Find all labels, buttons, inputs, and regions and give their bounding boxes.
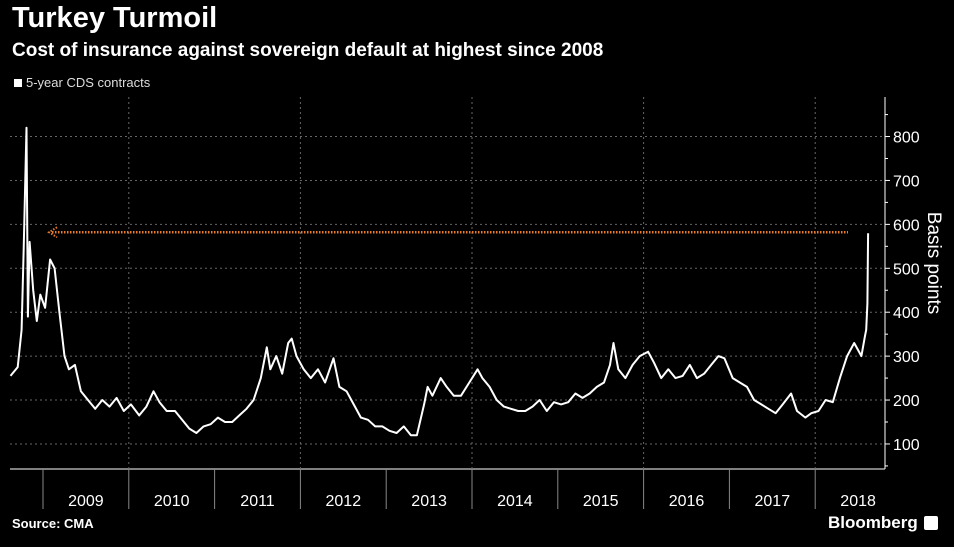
brand-logo: Bloomberg — [828, 513, 938, 533]
x-tick-label: 2010 — [154, 493, 190, 510]
y-tick-label: 700 — [893, 173, 920, 190]
legend: 5-year CDS contracts — [14, 75, 150, 90]
y-tick-label: 500 — [893, 261, 920, 278]
chart-subtitle: Cost of insurance against sovereign defa… — [12, 40, 604, 61]
annotation-arrowhead — [47, 226, 58, 239]
y-tick-label: 800 — [893, 130, 920, 147]
y-tick-label: 400 — [893, 305, 920, 322]
y-tick-label: 600 — [893, 217, 920, 234]
x-tick-label: 2018 — [840, 493, 876, 510]
legend-label: 5-year CDS contracts — [26, 75, 151, 90]
y-tick-label: 300 — [893, 349, 920, 366]
legend-swatch — [14, 78, 22, 87]
source-note: Source: CMA — [12, 516, 94, 531]
y-axis-label: Basis points — [923, 212, 944, 314]
x-tick-label: 2017 — [755, 493, 791, 510]
y-tick-label: 100 — [893, 437, 920, 454]
x-tick-label: 2015 — [583, 493, 619, 510]
brand-name: Bloomberg — [828, 513, 918, 532]
x-tick-label: 2016 — [669, 493, 705, 510]
chart-title: Turkey Turmoil — [12, 2, 218, 34]
x-tick-label: 2014 — [497, 493, 533, 510]
y-tick-label: 200 — [893, 393, 920, 410]
x-tick-label: 2012 — [326, 493, 362, 510]
series-line-5-year-cds — [9, 126, 870, 437]
x-tick-label: 2011 — [240, 493, 275, 510]
x-tick-label: 2009 — [68, 493, 104, 510]
x-tick-label: 2013 — [411, 493, 447, 510]
bloomberg-icon — [923, 516, 938, 530]
